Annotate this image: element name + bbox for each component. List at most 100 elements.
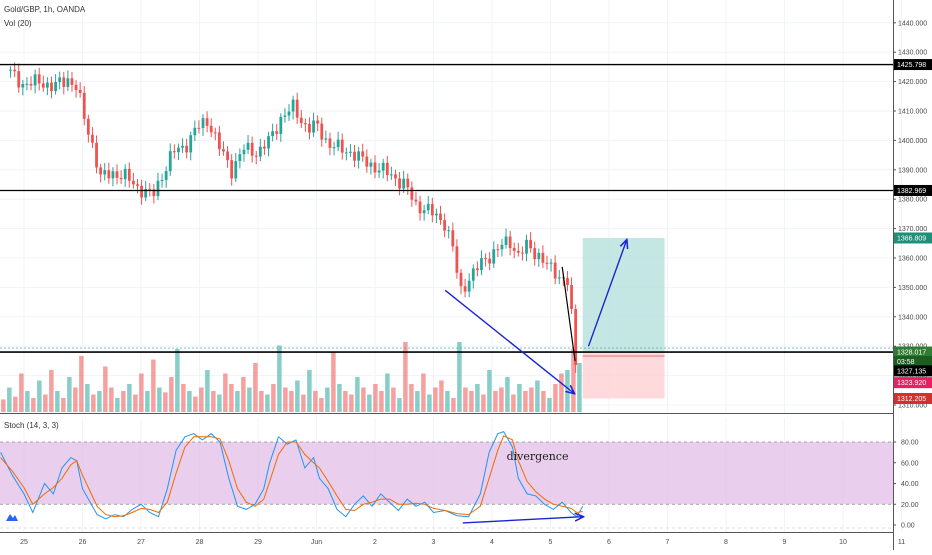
volume-bar — [385, 373, 390, 412]
candle-body — [324, 138, 328, 140]
volume-bar — [157, 387, 162, 412]
volume-bar — [67, 377, 72, 412]
price-badge-label: 1425.798 — [897, 62, 926, 69]
candle-body — [193, 127, 197, 136]
candle-body — [197, 127, 201, 129]
candle-body — [168, 151, 172, 172]
price-tick-label: 1310.000 — [898, 403, 927, 410]
candle-body — [164, 171, 168, 181]
candle-body — [521, 252, 524, 254]
candle-body — [344, 152, 348, 154]
candle-body — [410, 187, 414, 200]
candle-body — [349, 151, 352, 153]
stoch-d-line[interactable] — [0, 435, 583, 518]
tradingview-logo-icon — [6, 509, 18, 521]
candle-body — [9, 69, 12, 71]
volume-bar — [523, 391, 528, 412]
x-tick-label: 7 — [666, 539, 670, 546]
projection-arrow[interactable] — [587, 240, 627, 347]
volume-bar — [463, 387, 468, 412]
candle-body — [181, 145, 184, 148]
volume-bar — [379, 391, 384, 412]
volume-bar — [175, 349, 180, 412]
volume-bar — [301, 394, 306, 412]
divergence-arrow[interactable] — [462, 517, 583, 524]
candle-body — [160, 180, 164, 182]
candle-body — [50, 82, 53, 92]
candle-body — [230, 160, 234, 179]
candle-body — [291, 99, 295, 112]
volume-bar — [205, 370, 210, 412]
candle-body — [287, 111, 291, 116]
volume-bar — [283, 387, 288, 412]
volume-bar — [187, 391, 192, 412]
price-tick-label: 1360.000 — [898, 256, 927, 263]
volume-bar — [307, 370, 312, 412]
candle-body — [500, 244, 504, 250]
volume-bar — [475, 384, 480, 412]
candle-body — [250, 142, 254, 156]
price-badge[interactable] — [894, 184, 932, 196]
target-zone[interactable] — [582, 237, 665, 353]
candle-body — [332, 147, 336, 149]
stop-zone[interactable] — [582, 352, 665, 399]
volume-bar — [31, 398, 36, 412]
volume-bar — [505, 377, 510, 412]
price-tick-label: 1320.000 — [898, 373, 927, 380]
stoch-label[interactable]: Stoch (14, 3, 3) — [4, 421, 59, 430]
volume-bar — [535, 380, 540, 412]
price-badge-label: 1382.969 — [897, 188, 926, 195]
candle-body — [463, 286, 467, 292]
price-tick-label: 1340.000 — [898, 314, 927, 321]
candle-body — [389, 174, 393, 176]
candle-body — [537, 252, 541, 260]
price-badge[interactable] — [894, 355, 932, 367]
downtrend-arrow[interactable] — [444, 289, 574, 393]
volume-bar — [163, 392, 168, 412]
price-badge[interactable] — [894, 393, 932, 405]
price-tick-label: 1380.000 — [898, 197, 927, 204]
candle-body — [242, 149, 246, 155]
price-badge[interactable] — [894, 232, 932, 244]
candle-body — [140, 185, 143, 198]
symbol-label[interactable]: Gold/GBP, 1h, OANDA — [4, 5, 86, 14]
volume-bar — [493, 391, 498, 412]
price-badge[interactable] — [894, 365, 932, 377]
trend-line[interactable] — [561, 266, 576, 361]
candle-body — [533, 248, 537, 260]
volume-bar — [517, 384, 522, 412]
x-tick-label: 28 — [196, 539, 204, 546]
volume-bar — [169, 377, 174, 412]
candle-body — [541, 252, 545, 263]
candle-body — [336, 139, 340, 148]
volume-bar — [127, 384, 132, 412]
candle-body — [430, 203, 434, 216]
volume-bar — [13, 396, 18, 412]
volume-bar — [397, 398, 402, 412]
volume-bar — [109, 387, 114, 412]
price-badge[interactable] — [894, 59, 932, 71]
price-badge-label: 1328.017 — [897, 350, 926, 357]
price-badge[interactable] — [894, 346, 932, 358]
price-tick-label: 1430.000 — [898, 50, 927, 57]
candle-body — [365, 156, 369, 167]
candle-body — [95, 142, 98, 168]
volume-bar — [295, 380, 300, 412]
price-badge-label: 1323.920 — [897, 380, 926, 387]
volume-bar — [85, 384, 90, 412]
volume-bar — [445, 391, 450, 412]
candle-body — [185, 145, 189, 153]
volume-bar — [79, 356, 84, 412]
volume-bar — [37, 380, 42, 412]
candle-body — [13, 69, 17, 72]
volume-bar — [391, 387, 396, 412]
volume-bar — [247, 387, 252, 412]
volume-bar — [43, 394, 48, 412]
candle-body — [279, 116, 283, 134]
volume-label[interactable]: Vol (20) — [4, 19, 32, 28]
stoch-tick-label: 60.00 — [901, 460, 919, 467]
price-badge[interactable] — [894, 377, 932, 389]
candle-body — [41, 83, 45, 88]
candle-body — [418, 201, 422, 214]
